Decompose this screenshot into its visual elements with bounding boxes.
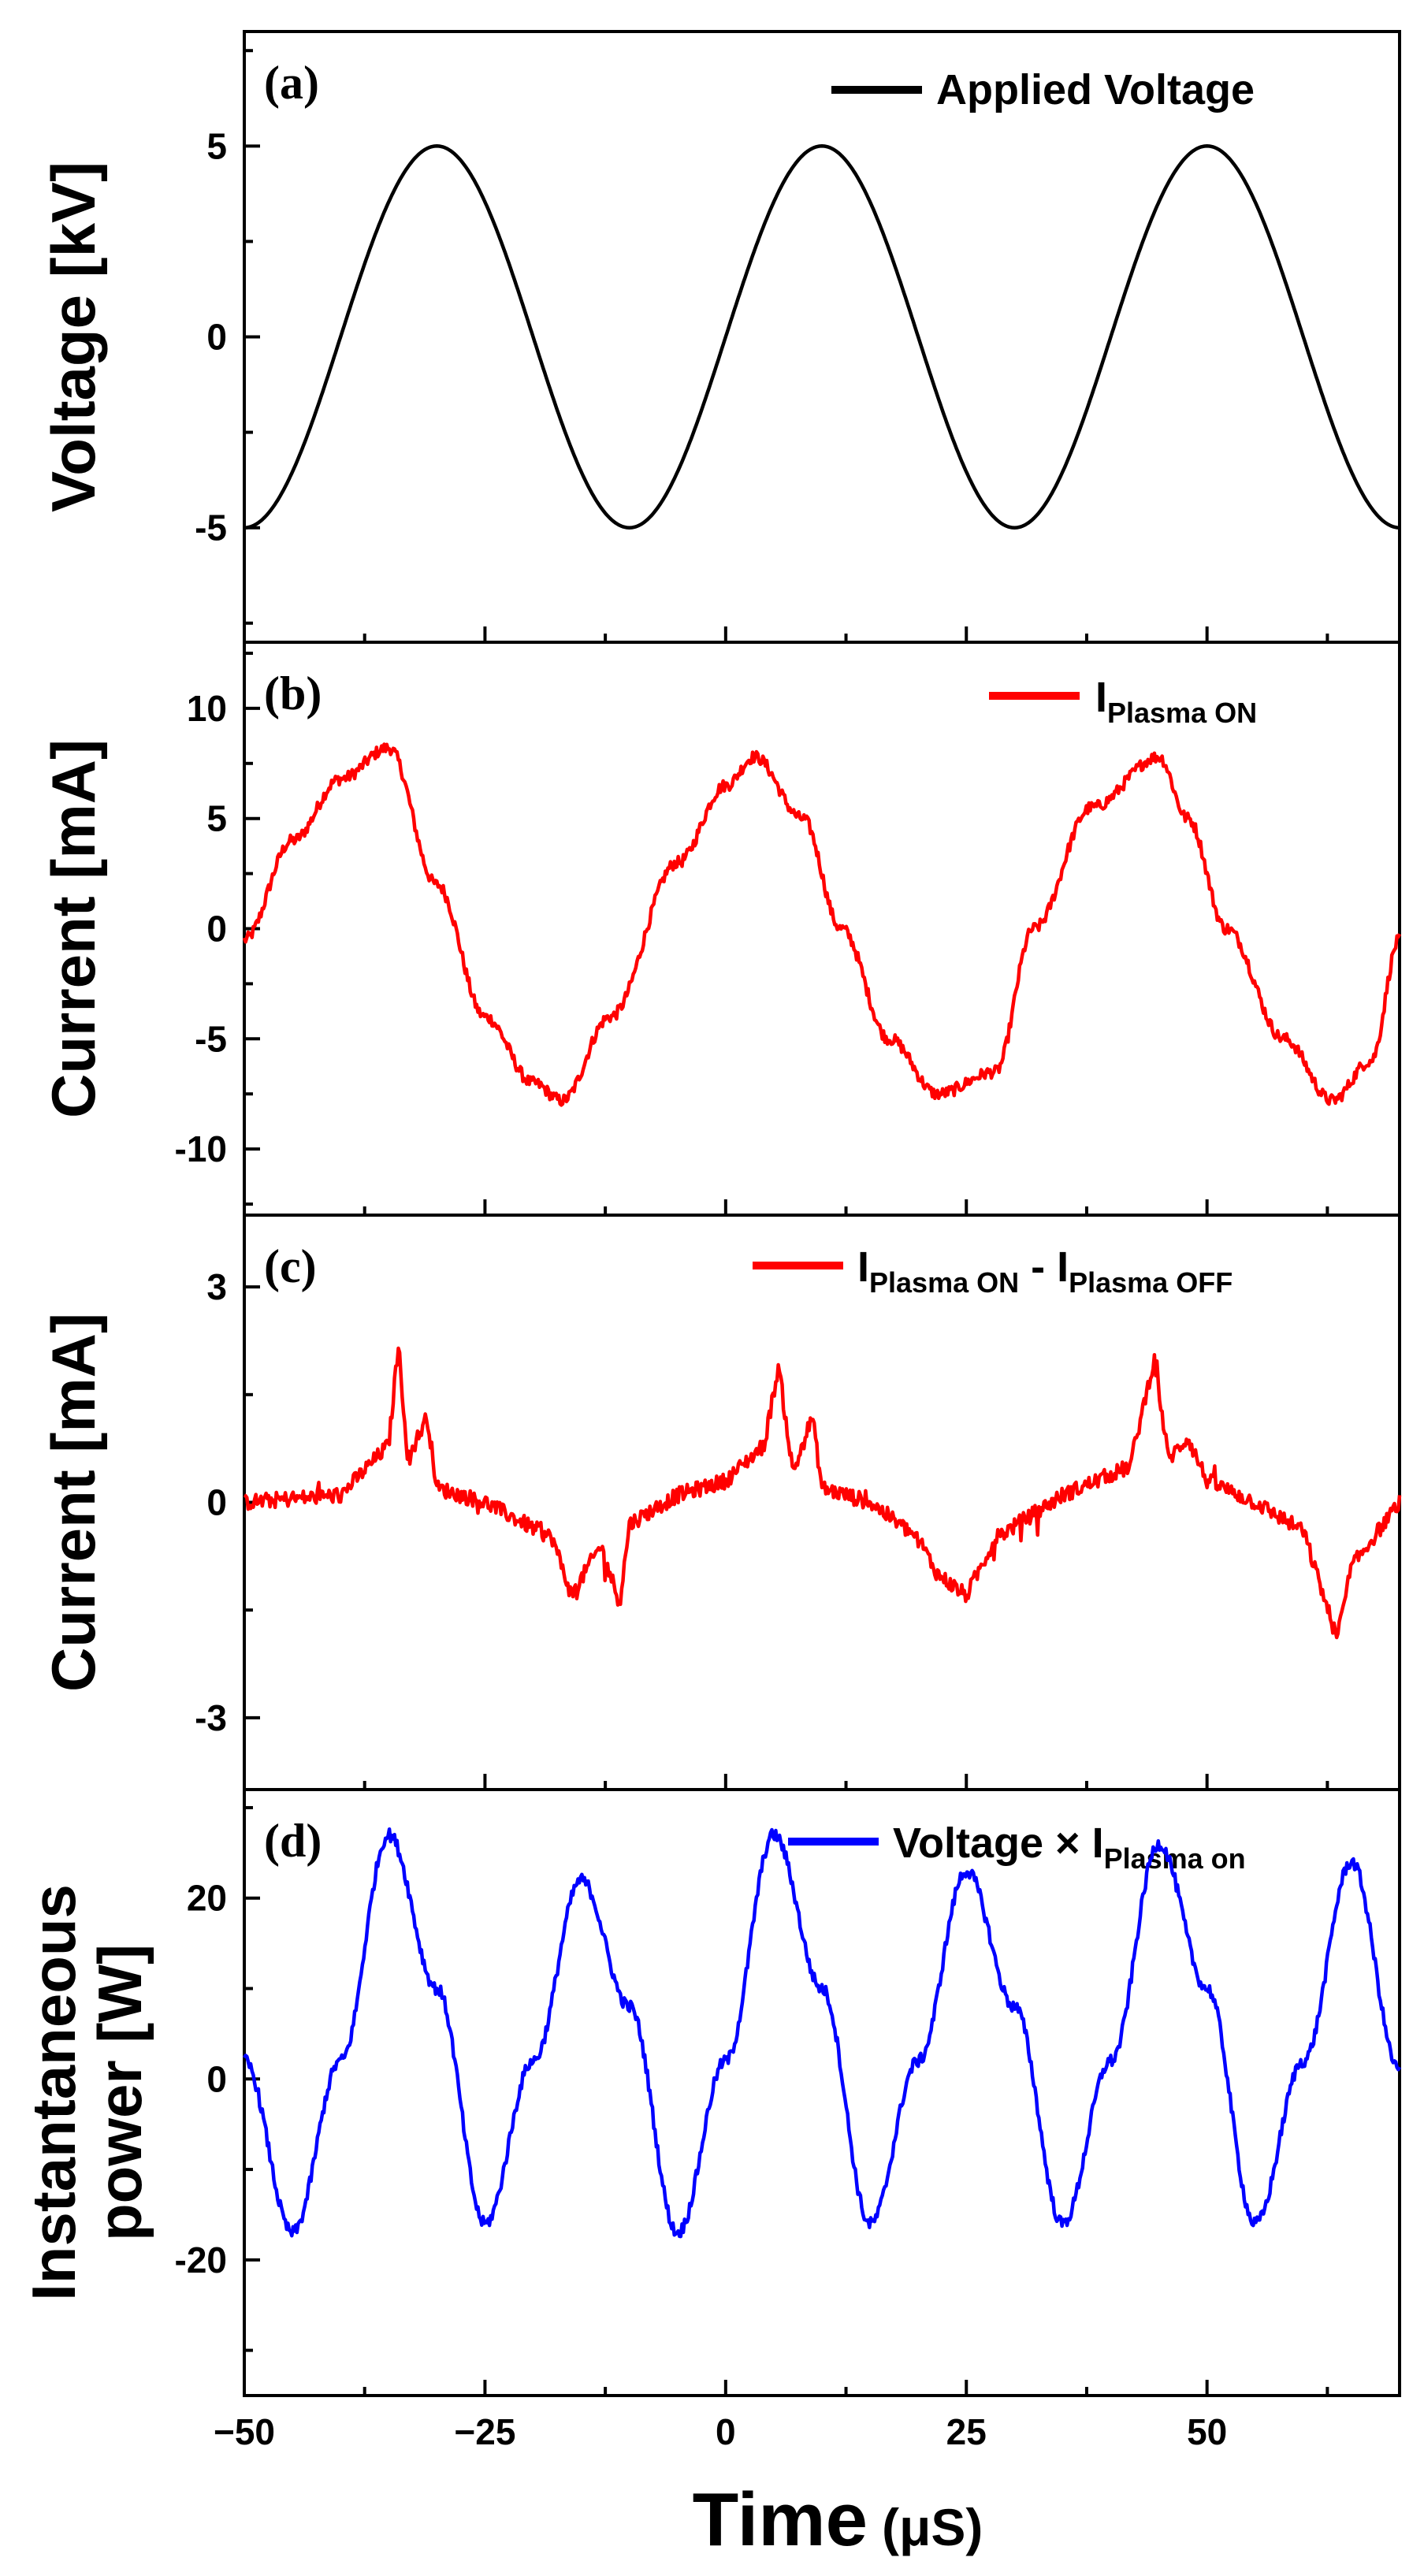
y-axis-title-line2: power [W]: [85, 1944, 154, 2241]
chart-panel-b: -10 -5 0 5 10 Current [mA] (b) IPlasma ON: [39, 641, 1402, 1217]
plot-frame: [243, 1214, 1401, 1791]
plot-frame: [243, 1788, 1401, 2397]
y-axis-title: Voltage [kV]: [39, 162, 108, 512]
legend-label-sub: Plasma on: [1104, 1842, 1246, 1875]
x-tick-label: 0: [716, 2411, 736, 2452]
legend-label: Applied Voltage: [936, 66, 1255, 113]
y-tick-label: -10: [175, 1128, 227, 1169]
y-tick-label: 5: [206, 125, 227, 166]
x-axis-title: Time (μS): [693, 2477, 983, 2562]
y-tick-label: 3: [206, 1266, 227, 1307]
legend-label-sub: Plasma ON: [869, 1266, 1019, 1299]
panel-label: (a): [264, 57, 319, 109]
panel-label: (c): [264, 1240, 317, 1292]
y-axis-title: Instantaneouspower [W]: [19, 1884, 154, 2301]
x-tick-label: −25: [454, 2411, 515, 2452]
y-tick-label: 0: [206, 2058, 227, 2099]
x-axis-title-main: Time: [693, 2477, 868, 2562]
y-tick-label: 0: [206, 317, 227, 358]
legend: IPlasma ON: [989, 674, 1257, 729]
legend-label: IPlasma ON - IPlasma OFF: [857, 1243, 1233, 1299]
x-axis-title-unit: (μS): [882, 2498, 983, 2556]
y-tick-label: 10: [187, 688, 227, 729]
panels: -5 0 5 Voltage [kV] (a) Applied Voltage -10 -5 0…: [19, 30, 1402, 2562]
plot-frame: [243, 30, 1401, 644]
chart-panel-c: -3 0 3 Current [mA] (c) IPlasma ON - IPlasma …: [39, 1214, 1402, 1791]
y-tick-label: 0: [206, 1482, 227, 1523]
series-line-c: [243, 1346, 1402, 1640]
legend-label: IPlasma ON: [1095, 674, 1257, 729]
y-tick-label: 20: [187, 1878, 227, 1919]
y-tick-label: 0: [206, 909, 227, 950]
legend-label-main: I: [1095, 674, 1107, 721]
y-axis-title-line1: Instantaneous: [19, 1884, 88, 2301]
panel-label: (d): [264, 1815, 322, 1867]
panel-label: (b): [264, 667, 322, 719]
y-tick-label: -5: [195, 507, 227, 548]
x-tick-label: 25: [946, 2411, 987, 2452]
legend: IPlasma ON - IPlasma OFF: [753, 1243, 1233, 1299]
chart-panel-a: -5 0 5 Voltage [kV] (a) Applied Voltage: [39, 30, 1401, 644]
legend-label-sub: Plasma ON: [1107, 697, 1257, 729]
y-tick-label: -20: [175, 2240, 227, 2280]
series-line-a: [244, 144, 1400, 530]
x-tick-label: −50: [214, 2411, 275, 2452]
legend-label-sub2: Plasma OFF: [1069, 1266, 1233, 1299]
legend-label: Voltage × IPlasma on: [893, 1820, 1246, 1875]
x-tick-label: 50: [1187, 2411, 1227, 2452]
y-tick-label: -5: [195, 1018, 227, 1059]
legend-label-main2: - I: [1019, 1243, 1069, 1291]
legend: Voltage × IPlasma on: [788, 1820, 1246, 1875]
legend-label-main: I: [857, 1243, 869, 1291]
series-line-d: [243, 1827, 1402, 2239]
series-line-b: [242, 742, 1402, 1107]
chart-panel-d: -20 0 20 Instantaneouspower [W] (d) Voltage ×…: [19, 1788, 1402, 2562]
legend: Applied Voltage: [831, 66, 1255, 113]
y-tick-label: 5: [206, 798, 227, 839]
y-axis-title: Current [mA]: [39, 739, 108, 1118]
legend-label-main: Voltage × I: [893, 1820, 1104, 1867]
y-axis-title: Current [mA]: [39, 1313, 108, 1692]
y-tick-label: -3: [195, 1697, 227, 1738]
